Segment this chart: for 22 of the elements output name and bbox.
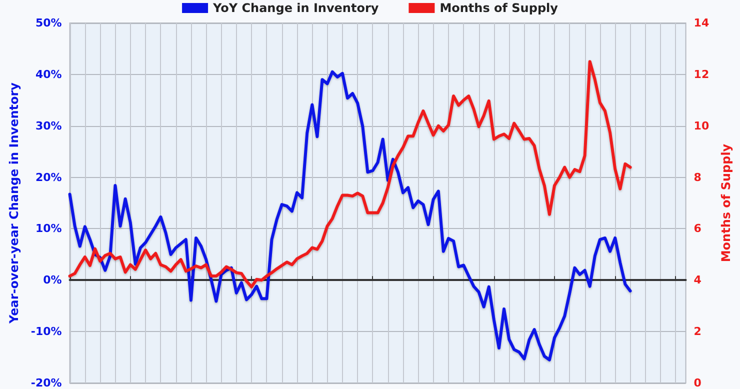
y-tick-label: 30% <box>35 119 62 132</box>
y-tick-label: -20% <box>30 376 62 389</box>
y-tick-label: 20% <box>35 170 62 184</box>
y-tick-label: 40% <box>35 68 62 81</box>
y2-tick-label: 2 <box>694 325 702 338</box>
y-axis-title: Year-over-year Change in Inventory <box>7 82 21 324</box>
legend-label: YoY Change in Inventory <box>212 1 379 15</box>
y-tick-label: -10% <box>30 325 62 338</box>
y2-axis-title: Months of Supply <box>719 144 733 262</box>
y2-tick-label: 8 <box>694 170 702 184</box>
y2-tick-label: 6 <box>694 222 702 236</box>
y2-tick-label: 4 <box>694 274 702 287</box>
legend-label: Months of Supply <box>440 1 558 15</box>
line-series <box>68 60 632 288</box>
y-tick-label: 50% <box>35 16 62 30</box>
y-tick-label: 0% <box>43 274 62 287</box>
y2-tick-label: 12 <box>694 68 710 81</box>
y-tick-label: 10% <box>35 222 62 236</box>
y2-tick-label: 0 <box>694 376 702 389</box>
y2-tick-label: 10 <box>694 119 710 132</box>
line-series <box>68 70 632 362</box>
y2-tick-label: 14 <box>694 16 710 30</box>
